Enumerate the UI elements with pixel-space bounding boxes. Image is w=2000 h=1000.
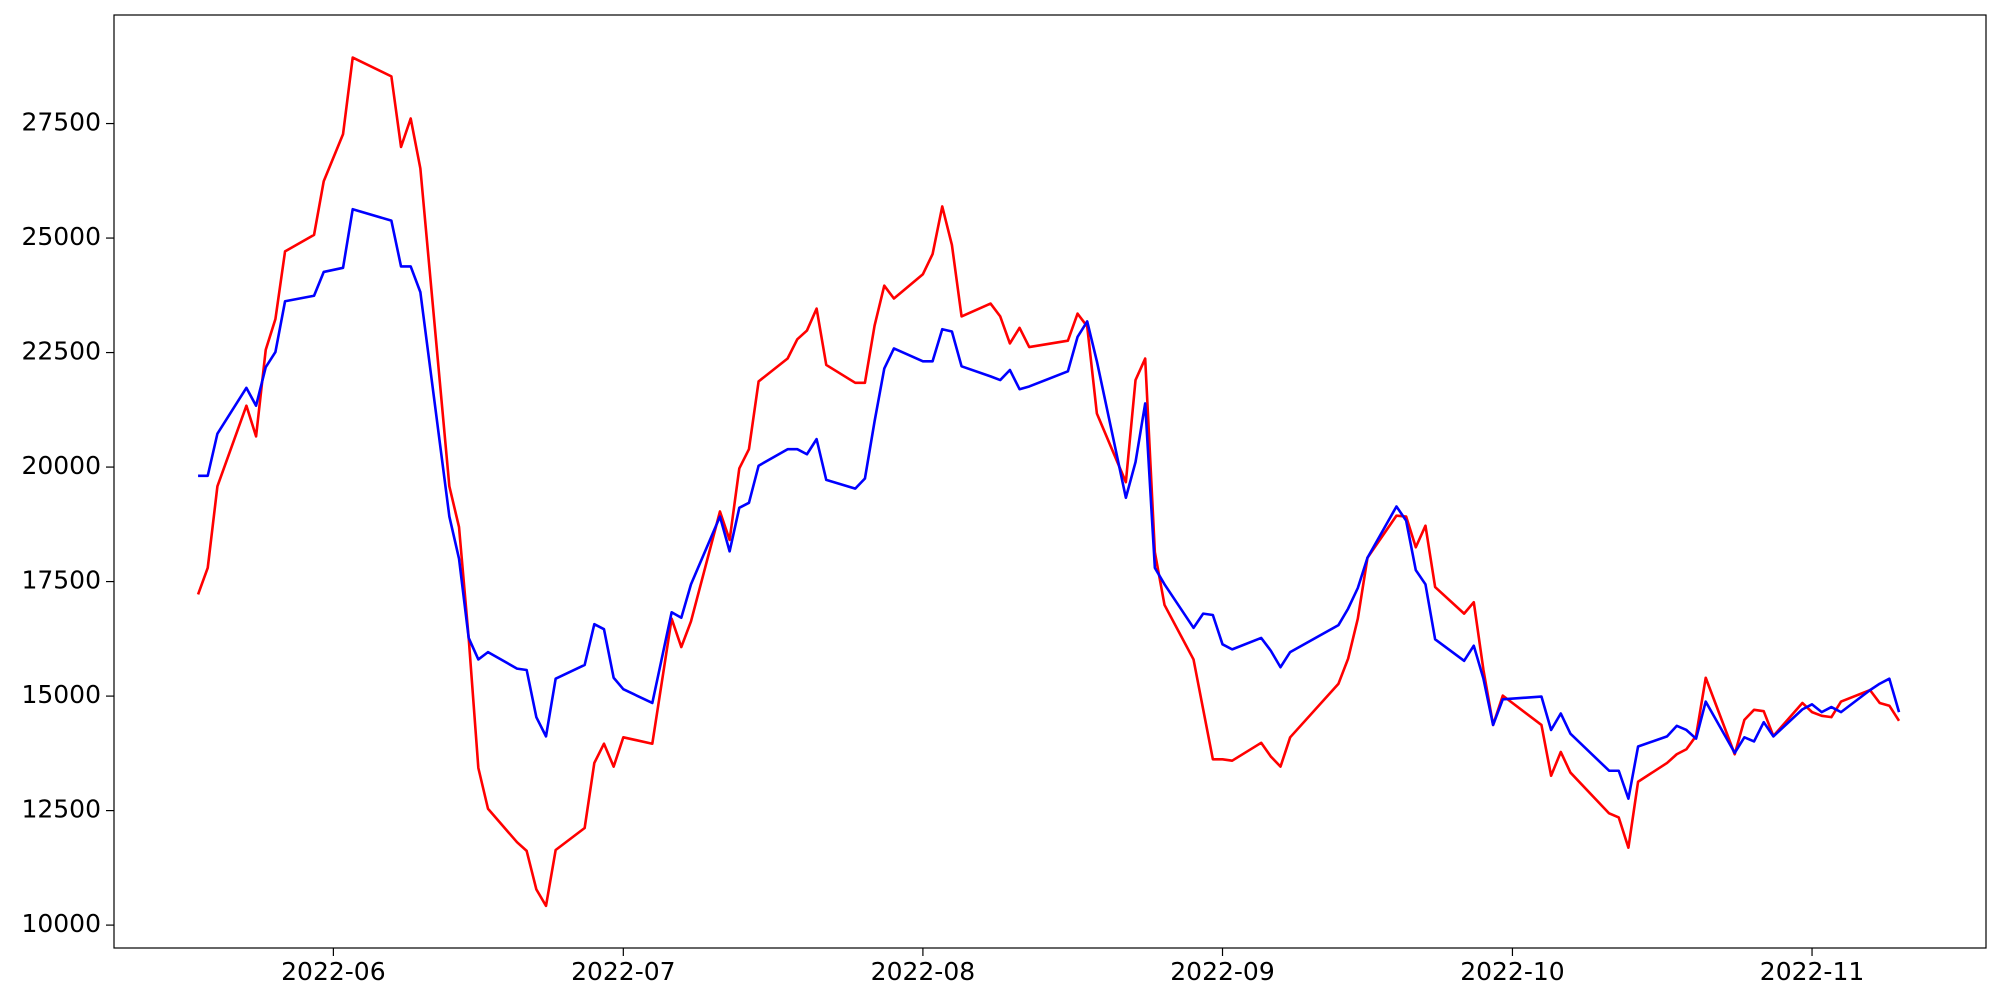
x-tick-label: 2022-10 (1460, 957, 1564, 986)
x-tick-label: 2022-09 (1170, 957, 1274, 986)
plot-frame (113, 14, 1987, 949)
y-tick-label: 17500 (21, 566, 101, 595)
series-line (198, 207, 1901, 800)
y-tick-label: 20000 (21, 451, 101, 480)
y-tick-label: 25000 (21, 222, 101, 251)
x-tick-label: 2022-11 (1760, 957, 1864, 986)
y-tick-label: 27500 (21, 108, 101, 137)
series-line (196, 56, 1901, 908)
x-tick-label: 2022-07 (571, 957, 675, 986)
x-tick-label: 2022-08 (871, 957, 975, 986)
y-tick-label: 15000 (21, 680, 101, 709)
y-tick-label: 10000 (21, 909, 101, 938)
y-tick-label: 12500 (21, 795, 101, 824)
y-tick-label: 22500 (21, 337, 101, 366)
x-tick-label: 2022-06 (281, 957, 385, 986)
